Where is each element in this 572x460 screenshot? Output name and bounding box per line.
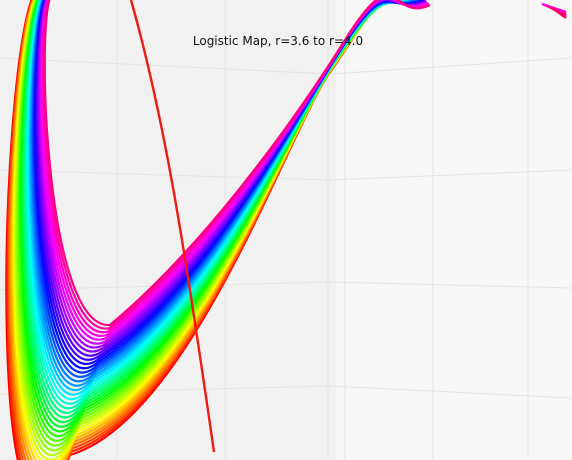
curve-series-40 bbox=[43, 0, 431, 327]
upper-right-curve-tails bbox=[541, 2, 567, 19]
gridline-horizontal-7 bbox=[329, 385, 572, 399]
curve-series-39 bbox=[42, 0, 430, 330]
curve-family bbox=[5, 0, 431, 460]
curve-series-37 bbox=[41, 0, 429, 337]
crossing-curve bbox=[129, 0, 216, 453]
curve-tail-8 bbox=[551, 7, 567, 19]
gridline-horizontal-5 bbox=[329, 281, 572, 289]
gridline-horizontal-0 bbox=[0, 57, 331, 75]
curve-series-36 bbox=[40, 0, 429, 341]
gridline-horizontal-3 bbox=[329, 169, 572, 181]
plot-background-right bbox=[336, 0, 572, 460]
gridline-horizontal-1 bbox=[329, 57, 572, 75]
curve-series-35 bbox=[39, 0, 428, 345]
crossing-curve-line bbox=[129, 0, 216, 453]
curve-series-38 bbox=[41, 0, 430, 333]
